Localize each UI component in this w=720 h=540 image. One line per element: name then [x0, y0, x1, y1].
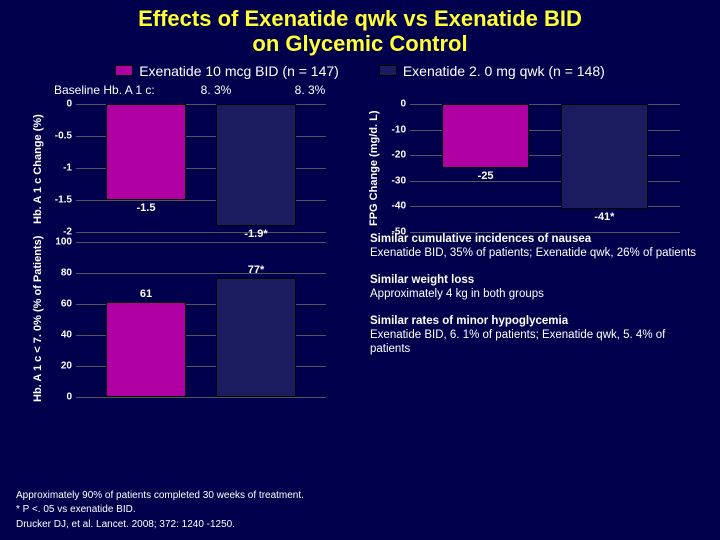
title-line2: on Glycemic Control	[252, 31, 467, 56]
bar-a	[106, 104, 186, 200]
bullet-bold: Similar cumulative incidences of nausea	[370, 233, 591, 245]
slide-title: Effects of Exenatide qwk vs Exenatide BI…	[0, 0, 720, 59]
legend-item-a: Exenatide 10 mcg BID (n = 147)	[115, 63, 339, 79]
bullet-bold: Similar rates of minor hypoglycemia	[370, 315, 568, 327]
swatch-b	[379, 65, 397, 76]
bullet-bold: Similar weight loss	[370, 274, 474, 286]
legend-label-b: Exenatide 2. 0 mg qwk (n = 148)	[403, 63, 605, 79]
tick: 60	[61, 299, 76, 310]
title-line1: Effects of Exenatide qwk vs Exenatide BI…	[138, 6, 582, 31]
swatch-a	[115, 65, 133, 76]
plot-2: 0-10-20-30-40-50-25-41*	[410, 104, 680, 232]
chart-hba1c-change: Hb. A 1 c Change (%) 0-0.5-1-1.5-2-1.5-1…	[26, 104, 336, 234]
bar-b	[216, 104, 296, 226]
footer: Approximately 90% of patients completed …	[16, 488, 708, 533]
baseline-row: Baseline Hb. A 1 c: 8. 3% 8. 3%	[54, 83, 720, 97]
tick: 0	[66, 392, 76, 403]
ylabel-2: FPG Change (mg/d. L)	[368, 111, 380, 227]
footer-line2: * P <. 05 vs exenatide BID.	[16, 503, 708, 517]
bar-label: 61	[106, 288, 186, 300]
tick: -1.5	[55, 195, 76, 206]
plot-3: 0204060801006177*	[76, 242, 326, 397]
tick: -20	[392, 150, 410, 161]
tick: 0	[400, 99, 410, 110]
tick: 100	[55, 237, 76, 248]
bar-b	[561, 104, 647, 209]
tick: 40	[61, 330, 76, 341]
bar-a	[106, 302, 186, 397]
legend-label-a: Exenatide 10 mcg BID (n = 147)	[139, 63, 339, 79]
bullet-text: Exenatide BID, 35% of patients; Exenatid…	[370, 247, 696, 259]
baseline-val-b: 8. 3%	[270, 83, 350, 97]
tick: -1	[63, 163, 76, 174]
ylabel-1: Hb. A 1 c Change (%)	[32, 114, 44, 224]
bullets: Similar cumulative incidences of nausea E…	[370, 232, 708, 369]
tick: 20	[61, 361, 76, 372]
chart-hba1c-target: Hb. A 1 c < 7. 0% (% of Patients) 020406…	[26, 242, 336, 402]
bar-label: -25	[442, 170, 528, 182]
legend-item-b: Exenatide 2. 0 mg qwk (n = 148)	[379, 63, 605, 79]
tick: 0	[66, 99, 76, 110]
tick: -10	[392, 124, 410, 135]
tick: 80	[61, 268, 76, 279]
baseline-val-a: 8. 3%	[176, 83, 256, 97]
footer-line3: Drucker DJ, et al. Lancet. 2008; 372: 12…	[16, 518, 708, 532]
bullet-item: Similar cumulative incidences of nausea E…	[370, 232, 708, 261]
bar-label: 77*	[216, 264, 296, 276]
bullet-text: Exenatide BID, 6. 1% of patients; Exenat…	[370, 329, 665, 355]
tick: -40	[392, 201, 410, 212]
chart-fpg-change: FPG Change (mg/d. L) 0-10-20-30-40-50-25…	[362, 104, 692, 234]
legend: Exenatide 10 mcg BID (n = 147) Exenatide…	[0, 63, 720, 79]
bar-label: -1.5	[106, 202, 186, 214]
ylabel-3: Hb. A 1 c < 7. 0% (% of Patients)	[32, 236, 44, 402]
bullet-text: Approximately 4 kg in both groups	[370, 288, 544, 300]
tick: -30	[392, 175, 410, 186]
bar-label: -41*	[561, 211, 647, 223]
baseline-label: Baseline Hb. A 1 c:	[54, 83, 162, 97]
footer-line1: Approximately 90% of patients completed …	[16, 489, 708, 503]
bullet-item: Similar weight loss Approximately 4 kg in…	[370, 273, 708, 302]
tick: -0.5	[55, 131, 76, 142]
bar-b	[216, 278, 296, 397]
bar-a	[442, 104, 528, 168]
bar-label: -1.9*	[216, 228, 296, 240]
plot-1: 0-0.5-1-1.5-2-1.5-1.9*	[76, 104, 326, 232]
bullet-item: Similar rates of minor hypoglycemia Exena…	[370, 314, 708, 357]
